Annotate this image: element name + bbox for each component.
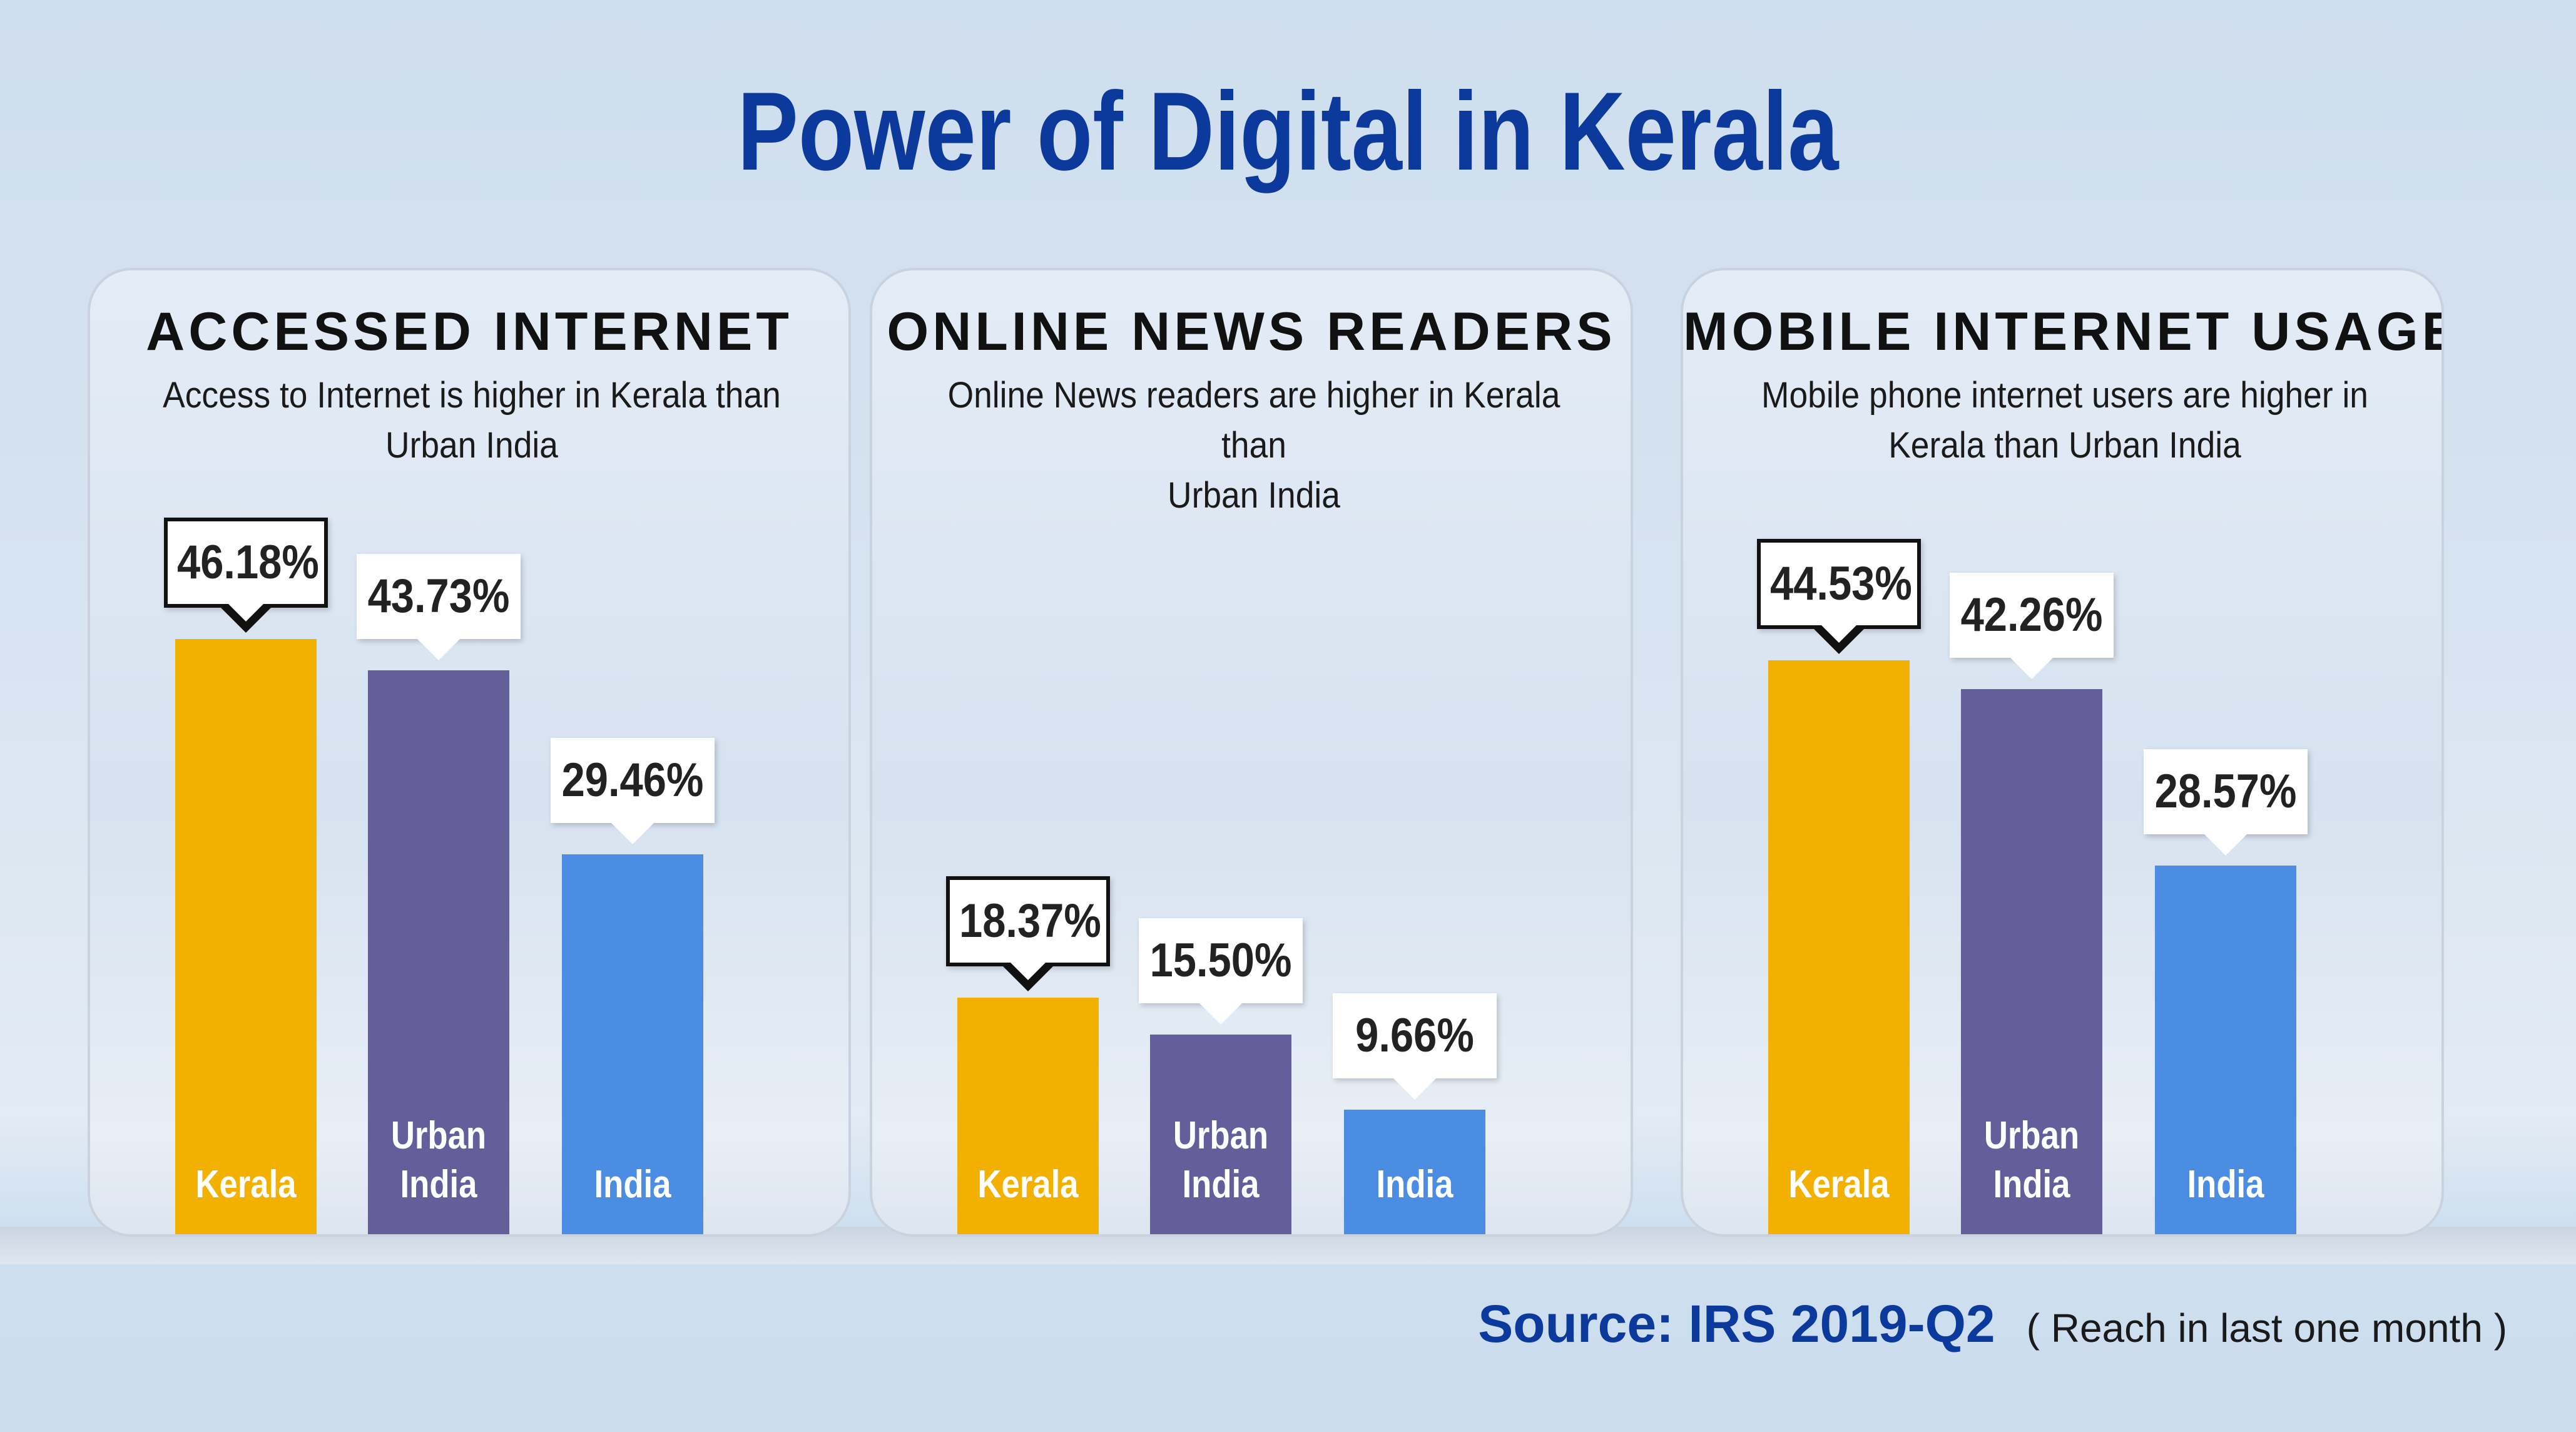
source-line: Source: IRS 2019-Q2 ( Reach in last one … [1478,1289,2507,1358]
callout-pointer [1393,1078,1436,1100]
value-label: 46.18% [177,536,319,589]
category-label-line: India [1182,1163,1260,1206]
panel-title: ACCESSED INTERNET [146,302,793,362]
callout-pointer [611,823,654,844]
value-callout: 9.66% [1333,993,1497,1100]
subtitle-line: Access to Internet is higher in Kerala t… [163,375,781,416]
category-label-line: India [1993,1163,2070,1206]
bar-india: India [562,854,703,1234]
bar-kerala: Kerala [175,639,317,1234]
bar-kerala: Kerala [957,998,1099,1234]
value-label: 9.66% [1355,1009,1474,1062]
category-label: Urban India [1161,1112,1281,1209]
category-label: Kerala [186,1160,306,1209]
category-label-line: Kerala [977,1163,1079,1206]
category-label-line: Kerala [1788,1163,1890,1206]
value-callout: 29.46% [551,738,715,844]
subtitle-line: Urban India [385,425,558,466]
category-label: Urban India [1972,1112,2092,1209]
category-label-line: Kerala [195,1163,297,1206]
callout-pointer [2010,658,2053,679]
category-label-line: Urban [1983,1114,2080,1157]
callout-pointer [1199,1003,1242,1025]
subtitle-line: Mobile phone internet users are higher i… [1761,375,2368,416]
value-label: 43.73% [367,570,510,623]
category-label-line: India [2187,1163,2264,1206]
category-label-line: India [1376,1163,1453,1206]
value-label: 29.46% [561,754,704,807]
category-label: Kerala [968,1160,1088,1209]
category-label: Urban India [379,1112,499,1209]
panel-mobile-internet-usage: MOBILE INTERNET USAGE Mobile phone inter… [1681,268,2444,1237]
panel-subtitle: Access to Internet is higher in Kerala t… [155,371,788,471]
category-label: India [2166,1160,2286,1209]
callout-pointer [1818,621,1860,643]
callout-pointer [417,639,460,660]
panel-online-news-readers: ONLINE NEWS READERS Online News readers … [870,268,1633,1237]
value-callout: 15.50% [1139,918,1303,1025]
panel-subtitle: Mobile phone internet users are higher i… [1748,371,2381,471]
value-label: 42.26% [1960,588,2103,642]
bar-urban-india: Urban India [368,670,509,1234]
callout-pointer [1007,959,1049,980]
value-callout: 43.73% [357,554,521,660]
value-label: 18.37% [959,894,1101,948]
category-label-line: Urban [1173,1114,1269,1157]
bar-india: India [2155,866,2296,1234]
panel-title: ONLINE NEWS READERS [887,302,1616,362]
value-callout: 46.18% [164,518,328,633]
category-label: India [1355,1160,1475,1209]
panel-subtitle: Online News readers are higher in Kerala… [937,371,1571,521]
value-label: 44.53% [1770,557,1912,610]
category-label-line: India [400,1163,477,1206]
category-label: Kerala [1779,1160,1899,1209]
bar-kerala: Kerala [1768,660,1910,1234]
source-note: ( Reach in last one month ) [2026,1306,2507,1351]
page-title: Power of Digital in Kerala [737,69,1839,193]
bar-urban-india: Urban India [1961,689,2102,1234]
callout-pointer [2204,834,2247,856]
panel-accessed-internet: ACCESSED INTERNET Access to Internet is … [88,268,851,1237]
category-label-line: Urban [390,1114,487,1157]
bar-india: India [1344,1110,1485,1234]
value-label: 28.57% [2154,765,2297,818]
value-label: 15.50% [1149,934,1292,987]
panel-title: MOBILE INTERNET USAGE [1683,302,2444,362]
value-callout: 42.26% [1950,573,2114,679]
value-callout: 18.37% [946,876,1110,991]
category-label-line: India [594,1163,671,1206]
source-label: Source: IRS 2019-Q2 [1478,1294,1995,1353]
category-label: India [573,1160,693,1209]
value-callout: 28.57% [2144,749,2308,856]
subtitle-line: Urban India [1168,475,1340,516]
subtitle-line: Online News readers are higher in Kerala… [947,375,1560,466]
subtitle-line: Kerala than Urban India [1888,425,2241,466]
value-callout: 44.53% [1757,539,1921,654]
bar-urban-india: Urban India [1150,1035,1291,1234]
callout-pointer [225,600,267,621]
